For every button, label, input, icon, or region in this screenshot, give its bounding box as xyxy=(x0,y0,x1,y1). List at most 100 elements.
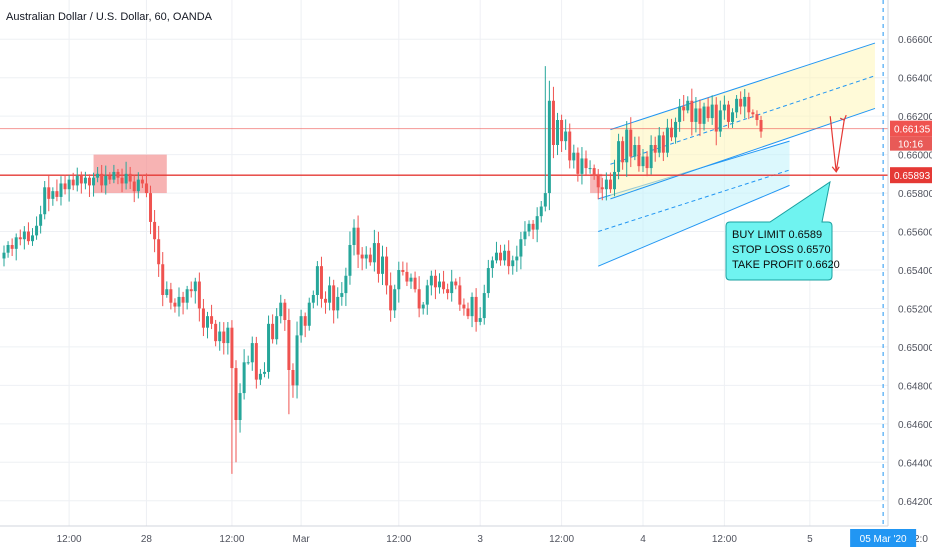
candle-body xyxy=(621,141,625,163)
candle-body xyxy=(592,168,596,176)
price-tick-label: 0.64200 xyxy=(898,497,932,508)
candle-body xyxy=(364,254,368,259)
candle-body xyxy=(299,316,303,336)
candle-body xyxy=(633,145,637,157)
candle-body xyxy=(144,183,148,194)
price-tick-label: 0.66200 xyxy=(898,112,932,123)
candle-body xyxy=(18,237,22,240)
candle-body xyxy=(51,191,55,199)
candle-body xyxy=(87,177,91,186)
candle-body xyxy=(291,370,295,386)
candle-body xyxy=(519,239,523,257)
horizontal-lines-layer xyxy=(0,0,888,526)
candle-body xyxy=(694,108,698,122)
candle-body xyxy=(722,104,726,111)
price-axis-background xyxy=(888,0,932,526)
annotation-layer: BUY LIMIT 0.6589 STOP LOSS 0.6570 TAKE PRO… xyxy=(725,114,847,281)
trade-note-line: TAKE PROFIT 0.6620 xyxy=(732,259,840,271)
candle-body xyxy=(132,181,136,192)
lower-channel-fill xyxy=(598,141,790,267)
candle-body xyxy=(92,177,96,186)
price-axis[interactable]: 0.66600 0.66400 0.66200 0.66000 0.65800 0.656… xyxy=(887,0,932,526)
candle-body xyxy=(124,173,128,184)
candle-body xyxy=(161,264,165,295)
candle-body xyxy=(348,245,352,276)
candle-body xyxy=(201,308,205,328)
candle-body xyxy=(226,327,230,344)
arrow-head-down xyxy=(831,166,840,173)
candle-body xyxy=(210,316,214,324)
candle-body xyxy=(625,129,629,163)
price-tick-label: 0.65800 xyxy=(898,189,932,200)
candle-body xyxy=(710,104,714,119)
candle-body xyxy=(2,252,6,259)
trade-note-line: BUY LIMIT 0.6589 xyxy=(732,229,822,241)
candle-body xyxy=(344,275,348,294)
candle-body xyxy=(405,271,409,282)
candle-body xyxy=(26,231,30,242)
price-tick-label: 0.65400 xyxy=(898,266,932,277)
candle-body xyxy=(389,285,393,311)
candle-body xyxy=(759,120,763,132)
arrow-head-up xyxy=(839,114,847,121)
candle-body xyxy=(588,168,592,170)
candle-body xyxy=(751,112,755,115)
candle-body xyxy=(279,302,283,317)
candle-body xyxy=(523,231,527,240)
candle-body xyxy=(22,231,26,240)
candle-body xyxy=(173,302,177,307)
price-tick-label: 0.65600 xyxy=(898,228,932,239)
time-badge xyxy=(890,136,932,151)
date-badge xyxy=(850,529,917,547)
candle-body xyxy=(617,141,621,172)
candle-body xyxy=(319,266,323,299)
candle-body xyxy=(747,96,751,113)
candle-body xyxy=(108,175,112,180)
time-axis[interactable]: 12:002812:00Mar12:00312:00412:00506:002:… xyxy=(0,525,932,550)
candle-body xyxy=(576,152,580,174)
candle-body xyxy=(442,281,446,290)
candle-body xyxy=(669,127,673,138)
candle-body xyxy=(665,127,669,153)
candle-body xyxy=(63,183,67,190)
candle-body xyxy=(547,100,551,194)
candle-body xyxy=(686,100,690,111)
price-tick-label: 0.66000 xyxy=(898,151,932,162)
trade-note-callout xyxy=(725,180,833,281)
candle-body xyxy=(332,285,336,311)
time-badge-label: 10:16 xyxy=(898,140,923,151)
candle-body xyxy=(67,179,71,190)
candle-body xyxy=(218,331,222,342)
candle-body xyxy=(368,254,372,263)
candle-body xyxy=(104,175,108,186)
price-tick-label: 0.64600 xyxy=(898,420,932,431)
time-tick-label: 3 xyxy=(477,534,483,545)
candle-body xyxy=(6,245,10,253)
candle-body xyxy=(613,171,616,190)
candle-body xyxy=(303,316,307,326)
candle-body xyxy=(706,106,710,119)
candle-body xyxy=(149,193,153,222)
candle-body xyxy=(425,285,429,305)
lower-channel-mid xyxy=(598,169,790,233)
candle-body xyxy=(568,131,572,161)
candle-body xyxy=(197,281,201,309)
candle-body xyxy=(295,335,299,386)
candle-body xyxy=(657,135,661,153)
candle-body xyxy=(340,293,344,297)
time-tick-label: 12:00 xyxy=(219,534,244,545)
candle-body xyxy=(437,281,441,288)
date-badge-label: 05 Mar '20 xyxy=(860,534,907,545)
chart-title: Australian Dollar / U.S. Dollar, 60, OAN… xyxy=(6,11,213,23)
candle-body xyxy=(482,293,486,319)
candle-body xyxy=(250,343,254,363)
candle-body xyxy=(189,289,193,292)
candle-body xyxy=(714,104,718,132)
candle-body xyxy=(539,206,543,217)
candle-body xyxy=(600,187,604,190)
candle-body xyxy=(649,145,653,169)
candle-body xyxy=(718,110,722,132)
candle-body xyxy=(30,235,34,242)
candle-body xyxy=(682,106,686,111)
